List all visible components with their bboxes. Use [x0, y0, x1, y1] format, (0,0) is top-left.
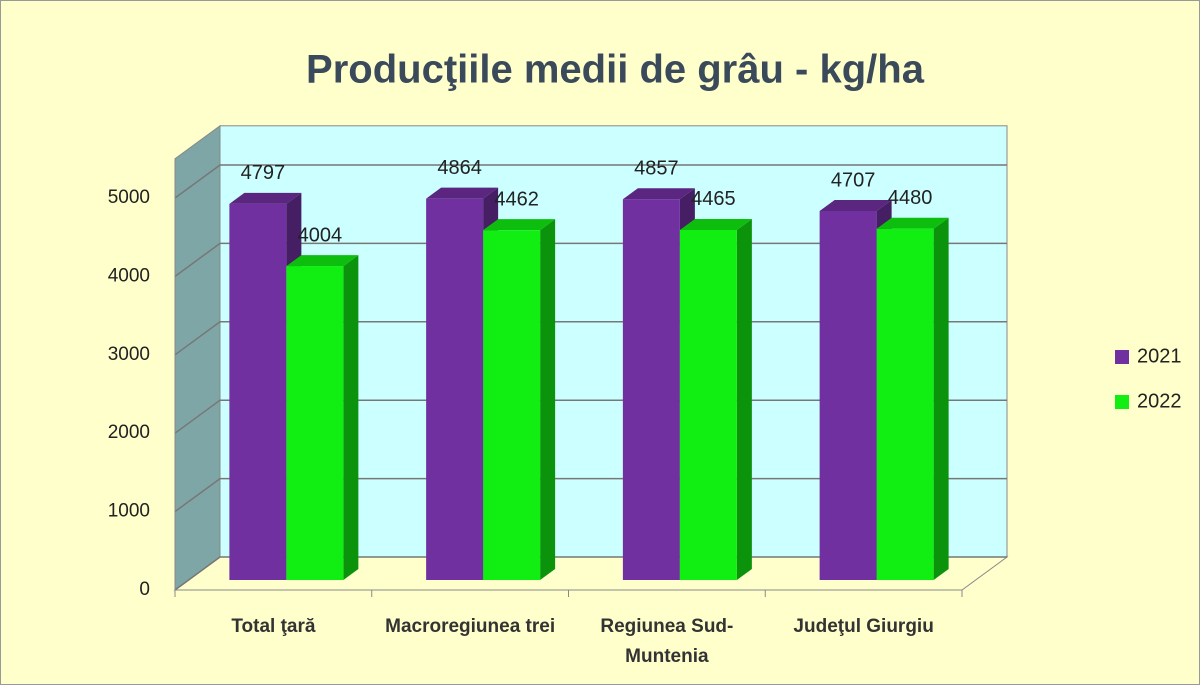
data-label: 4857 [634, 157, 679, 179]
y-tick-label: 4000 [108, 265, 150, 286]
y-tick-label: 1000 [108, 501, 150, 522]
x-tick-label: Regiunea Sud-Muntenia [600, 616, 734, 667]
x-tick-label: Macroregiunea trei [385, 616, 556, 637]
y-tick-label: 0 [139, 579, 150, 600]
y-tick-label: 3000 [108, 344, 150, 365]
bar [286, 266, 344, 580]
y-tick-label: 5000 [108, 187, 150, 208]
left-wall [174, 124, 221, 591]
bar [483, 230, 541, 580]
y-tick-label: 2000 [108, 422, 150, 443]
data-label: 4462 [494, 188, 539, 210]
bar-top [876, 217, 949, 229]
legend-label: 2022 [1137, 390, 1182, 412]
bar-top [819, 199, 892, 211]
chart-title: Producţiile medii de grâu - kg/ha [306, 48, 925, 92]
bar-top [426, 187, 499, 199]
data-label: 4004 [298, 224, 343, 246]
data-label: 4707 [831, 169, 876, 191]
x-tick-label: Total ţară [231, 616, 316, 637]
bar [876, 228, 934, 580]
data-label: 4797 [241, 162, 286, 184]
data-label: 4864 [437, 157, 482, 179]
bar-side [736, 218, 752, 580]
bar [622, 199, 680, 581]
bar-side [933, 217, 949, 580]
x-tick-label: Judeţul Giurgiu [793, 616, 934, 637]
bar [679, 229, 737, 580]
bar-top [679, 218, 752, 230]
legend-label: 2021 [1137, 345, 1182, 367]
bar [229, 203, 287, 580]
bar-top [286, 255, 359, 267]
legend-swatch [1115, 395, 1129, 409]
bar-side [343, 255, 359, 580]
bar [426, 198, 484, 580]
bar [819, 210, 877, 581]
bar-side [540, 219, 556, 580]
bar-top [622, 188, 695, 200]
bar-top [229, 192, 302, 204]
data-label: 4465 [691, 188, 736, 210]
data-label: 4480 [888, 187, 933, 209]
bar-top [483, 219, 556, 231]
legend-swatch [1115, 350, 1129, 364]
grid-line [174, 164, 1007, 199]
